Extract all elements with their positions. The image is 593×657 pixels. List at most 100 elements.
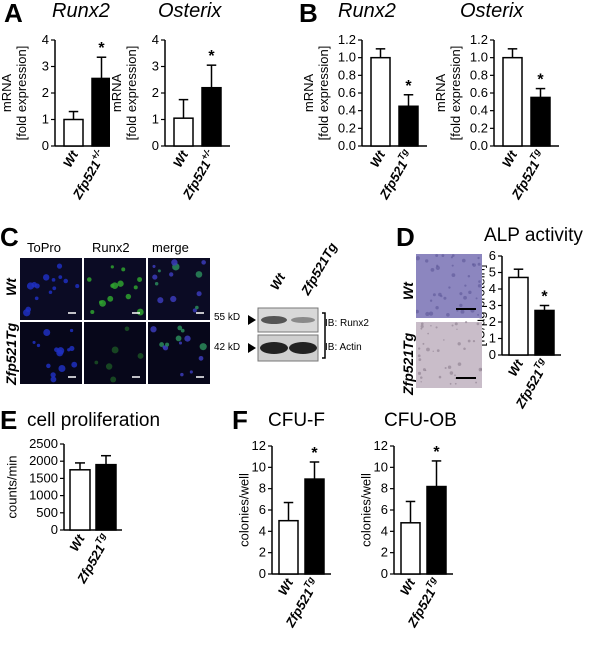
chart-title-b1: Runx2 — [338, 0, 396, 22]
stain-speck — [454, 377, 457, 379]
row-label-wt: Wt — [3, 278, 19, 296]
stain-speck — [454, 382, 457, 385]
stain-speck — [464, 321, 468, 324]
significance-marker: * — [311, 445, 318, 462]
y-tick-label: 0.6 — [470, 85, 488, 100]
category-label: Wt — [66, 531, 88, 553]
y-tick-label: 5 — [489, 265, 496, 280]
panel-label-c: C — [0, 222, 19, 252]
y-tick-label: 1 — [489, 331, 496, 346]
y-tick-label: 0.4 — [470, 103, 488, 118]
y-tick-label: 1500 — [29, 470, 58, 485]
cell-nucleus — [170, 295, 177, 303]
cell-nucleus — [159, 342, 165, 348]
wb-band-actin-tg — [289, 342, 317, 354]
significance-marker: * — [541, 289, 548, 306]
cell-nucleus — [90, 309, 95, 315]
cell-nucleus — [162, 345, 166, 349]
y-axis-label: counts/min — [5, 456, 20, 519]
panel-label-d: D — [396, 222, 415, 252]
cell-nucleus — [177, 325, 183, 331]
cell-nucleus — [69, 328, 74, 333]
cell-nucleus — [51, 278, 56, 282]
chart-title-a2: Osterix — [158, 0, 222, 22]
y-tick-label: 2 — [42, 85, 49, 100]
category-label-sup: +/- — [89, 147, 103, 162]
wb-arrow-55 — [248, 315, 256, 325]
cell-nucleus — [198, 355, 204, 361]
wb-mw-42: 42 kD — [214, 342, 241, 353]
category-label: Wt — [505, 356, 527, 378]
cell-nucleus — [175, 335, 182, 342]
stain-speck — [472, 340, 476, 343]
stain-speck — [426, 347, 430, 352]
stain-speck — [468, 290, 472, 295]
cell-nucleus — [32, 340, 36, 344]
y-tick-label: 2 — [489, 314, 496, 329]
stain-speck — [432, 350, 434, 352]
y-tick-label: 4 — [489, 281, 496, 296]
cell-nucleus — [48, 290, 53, 295]
stain-speck — [476, 322, 480, 326]
stain-speck — [417, 354, 421, 358]
stain-speck — [416, 309, 419, 314]
wb-bracket — [322, 312, 326, 359]
stain-speck — [456, 328, 458, 330]
significance-marker: * — [537, 72, 544, 89]
stain-speck — [435, 326, 438, 329]
y-tick-label: 12 — [252, 438, 266, 453]
y-tick-label: 0 — [259, 566, 266, 581]
stain-speck — [463, 347, 466, 350]
wb-lane-tg: Zfp521Tg — [298, 239, 340, 298]
bar-tg — [91, 77, 110, 147]
cell-nucleus — [31, 281, 37, 288]
cell-nucleus — [56, 347, 65, 355]
stain-speck — [429, 299, 433, 302]
stain-speck — [428, 311, 434, 316]
stain-speck — [480, 368, 482, 371]
significance-marker: * — [208, 48, 215, 65]
alp-image-wt — [416, 254, 482, 318]
chart-title-d: ALP activity — [484, 225, 583, 246]
stain-speck — [454, 322, 458, 326]
cell-nucleus — [50, 376, 57, 383]
y-axis-label: colonies/well — [359, 473, 374, 547]
bar-tg — [534, 309, 555, 356]
cell-nucleus — [34, 296, 39, 301]
y-tick-label: 0 — [489, 347, 496, 362]
y-tick-label: 0 — [152, 138, 159, 153]
cell-nucleus — [110, 376, 117, 383]
chart-title-f2: CFU-OB — [384, 410, 457, 431]
cell-nucleus — [165, 342, 170, 347]
cell-nucleus — [137, 277, 143, 283]
y-tick-label: 0.2 — [338, 120, 356, 135]
stain-speck — [424, 369, 427, 372]
stain-speck — [457, 342, 461, 346]
y-tick-label: 4 — [259, 523, 266, 538]
stain-speck — [417, 371, 422, 375]
stain-speck — [418, 347, 421, 350]
y-axis-label-line: mRNA — [110, 74, 124, 113]
y-tick-label: 1.0 — [470, 50, 488, 65]
micrograph-grid — [20, 258, 210, 384]
y-axis-label-line: mRNA — [0, 74, 14, 113]
y-axis-label-line: [fold expression] — [316, 46, 331, 141]
col-label-topro: ToPro — [27, 240, 61, 255]
cell-nucleus — [63, 278, 69, 284]
cell-nucleus — [196, 291, 202, 297]
wb-band-actin-wt — [260, 342, 288, 354]
wb-blot-runx2 — [257, 307, 319, 333]
western-blot — [248, 307, 326, 362]
cell-nucleus — [154, 282, 159, 286]
stain-speck — [438, 292, 442, 297]
cell-nucleus — [199, 343, 207, 351]
panel-label-e: E — [0, 405, 18, 435]
stain-speck — [430, 268, 435, 272]
y-tick-label: 4 — [152, 32, 159, 47]
y-tick-label: 2000 — [29, 453, 58, 468]
stain-speck — [422, 342, 425, 345]
cell-nucleus — [195, 271, 203, 278]
stain-speck — [477, 262, 481, 266]
